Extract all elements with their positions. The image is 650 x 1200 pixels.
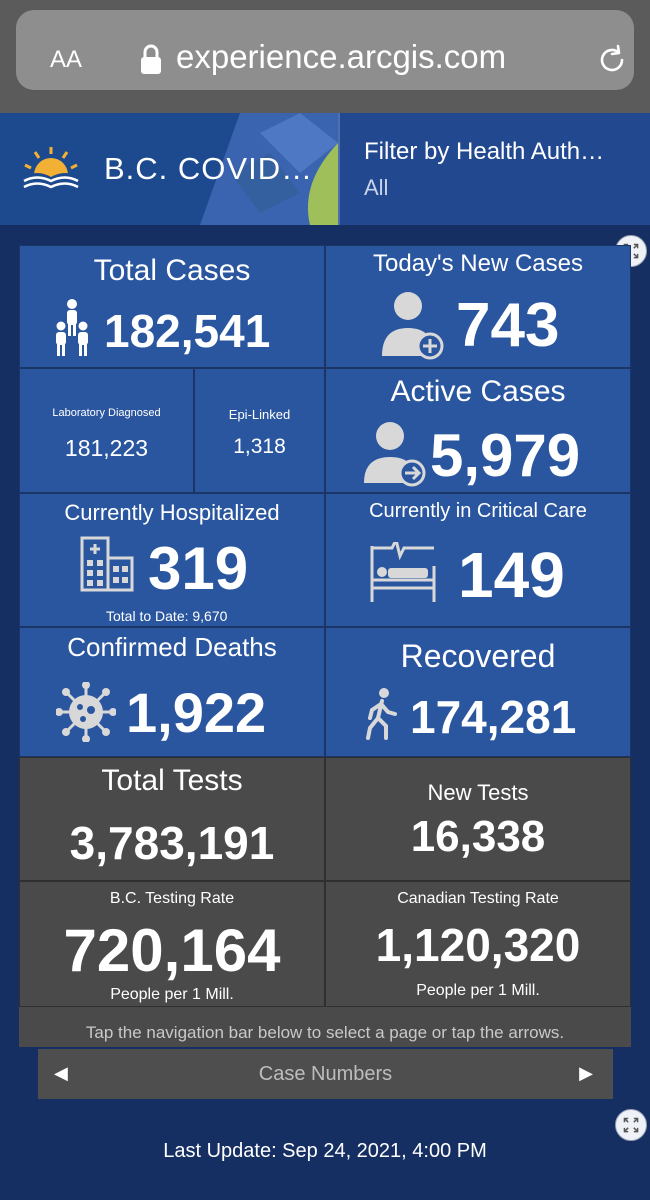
hospitalized-tile: Currently Hospitalized 319 Total to Date…	[19, 493, 325, 627]
page-navigation-bar[interactable]: ◀ Case Numbers ▶	[38, 1049, 613, 1099]
total-cases-tile: Total Cases 182,541	[19, 245, 325, 368]
canada-testing-rate-unit: People per 1 Mill.	[416, 982, 540, 999]
lock-icon	[141, 44, 161, 74]
last-update-text: Last Update: Sep 24, 2021, 4:00 PM	[163, 1140, 487, 1162]
recovered-value: 174,281	[410, 691, 577, 743]
canada-testing-rate-value: 1,120,320	[375, 919, 581, 971]
active-cases-tile: Active Cases 5,979	[325, 368, 631, 493]
total-tests-value: 3,783,191	[69, 817, 275, 869]
text-size-button[interactable]: AA	[50, 46, 83, 73]
dashboard-header: B.C. COVID… Filter by Health Auth… All	[0, 113, 650, 225]
lab-diagnosed-value: 181,223	[64, 435, 149, 461]
new-tests-tile: New Tests 16,338	[325, 757, 631, 881]
title-panel: B.C. COVID…	[0, 113, 338, 225]
lab-diagnosed-tile: Laboratory Diagnosed 181,223	[19, 368, 194, 493]
bc-testing-rate-tile: B.C. Testing Rate 720,164 People per 1 M…	[19, 881, 325, 1007]
new-cases-label: Today's New Cases	[373, 250, 583, 277]
virus-icon	[56, 682, 116, 742]
health-authority-filter-label[interactable]: Filter by Health Auth…	[364, 138, 605, 165]
browser-chrome: AA experience.arcgis.com	[0, 0, 650, 113]
total-tests-label: Total Tests	[101, 764, 243, 797]
people-icon	[56, 299, 88, 356]
critical-care-label: Currently in Critical Care	[369, 500, 587, 522]
bc-testing-rate-value: 720,164	[63, 917, 281, 984]
new-cases-value: 743	[456, 291, 560, 360]
dashboard-title: B.C. COVID…	[104, 151, 314, 186]
deaths-value: 1,922	[126, 681, 267, 744]
hospitalized-value: 319	[148, 535, 249, 602]
next-page-arrow[interactable]: ▶	[579, 1063, 593, 1083]
address-bar[interactable]: AA experience.arcgis.com	[16, 10, 634, 90]
epi-linked-tile: Epi-Linked 1,318	[194, 368, 325, 493]
hospital-bed-icon	[370, 542, 436, 602]
walking-person-icon	[366, 688, 397, 740]
bc-testing-rate-label: B.C. Testing Rate	[109, 890, 235, 907]
bc-sun-logo	[23, 147, 79, 193]
total-tests-tile: Total Tests 3,783,191	[19, 757, 325, 881]
active-cases-label: Active Cases	[390, 375, 566, 408]
canada-testing-rate-label: Canadian Testing Rate	[397, 890, 559, 907]
epi-linked-label: Epi-Linked	[228, 407, 291, 422]
deaths-label: Confirmed Deaths	[67, 632, 277, 662]
health-authority-filter-value[interactable]: All	[364, 175, 389, 200]
person-add-icon	[382, 292, 444, 360]
lab-diagnosed-label: Laboratory Diagnosed	[52, 407, 161, 419]
critical-care-value: 149	[458, 539, 565, 611]
total-cases-value: 182,541	[104, 305, 271, 357]
bc-testing-rate-unit: People per 1 Mill.	[110, 986, 234, 1003]
header-divider	[338, 113, 340, 225]
url-text[interactable]: experience.arcgis.com	[176, 38, 507, 75]
active-cases-value: 5,979	[430, 422, 581, 489]
hospitalized-total-to-date: Total to Date: 9,670	[106, 608, 228, 624]
recovered-label: Recovered	[400, 638, 556, 674]
header-decoration	[200, 113, 338, 225]
new-cases-tile: Today's New Cases 743	[325, 245, 631, 368]
expand-icon[interactable]	[615, 1109, 647, 1141]
critical-care-tile: Currently in Critical Care 149	[325, 493, 631, 627]
recovered-tile: Recovered 174,281	[325, 627, 631, 757]
deaths-tile: Confirmed Deaths 1,922	[19, 627, 325, 757]
navigation-hint: Tap the navigation bar below to select a…	[19, 1007, 631, 1047]
new-tests-value: 16,338	[410, 812, 546, 861]
person-arrow-icon	[364, 422, 426, 487]
new-tests-label: New Tests	[427, 780, 529, 805]
total-cases-label: Total Cases	[93, 254, 251, 287]
epi-linked-value: 1,318	[233, 435, 286, 458]
hospitalized-label: Currently Hospitalized	[64, 500, 280, 525]
current-page-label[interactable]: Case Numbers	[258, 1063, 393, 1085]
canada-testing-rate-tile: Canadian Testing Rate 1,120,320 People p…	[325, 881, 631, 1007]
previous-page-arrow[interactable]: ◀	[54, 1063, 68, 1083]
hospital-icon	[80, 536, 134, 592]
reload-icon[interactable]	[596, 44, 628, 76]
